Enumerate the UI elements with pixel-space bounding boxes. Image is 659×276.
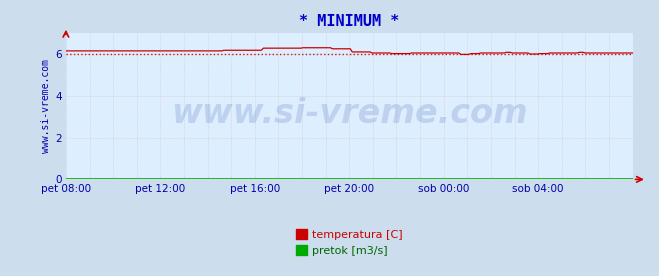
- Title: * MINIMUM *: * MINIMUM *: [299, 14, 399, 29]
- Y-axis label: www.si-vreme.com: www.si-vreme.com: [41, 59, 51, 153]
- Text: www.si-vreme.com: www.si-vreme.com: [171, 97, 528, 130]
- Legend: temperatura [C], pretok [m3/s]: temperatura [C], pretok [m3/s]: [296, 229, 403, 256]
